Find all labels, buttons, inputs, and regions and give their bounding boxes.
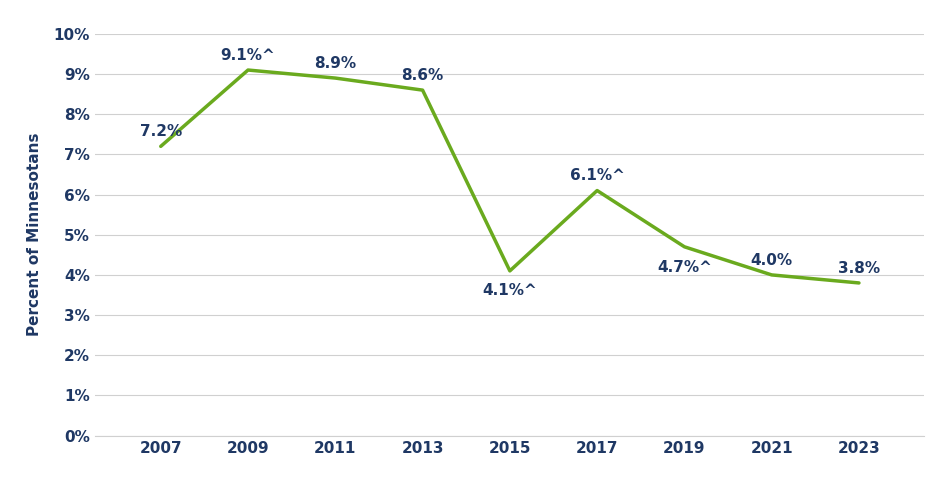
Text: 4.1%^: 4.1%^ (482, 283, 537, 298)
Text: 8.6%: 8.6% (401, 68, 444, 83)
Text: 9.1%^: 9.1%^ (221, 48, 275, 63)
Text: 4.7%^: 4.7%^ (656, 259, 711, 274)
Y-axis label: Percent of Minnesotans: Percent of Minnesotans (28, 133, 42, 336)
Text: 8.9%: 8.9% (314, 56, 356, 71)
Text: 3.8%: 3.8% (837, 261, 879, 276)
Text: 6.1%^: 6.1%^ (569, 168, 624, 183)
Text: 7.2%: 7.2% (140, 124, 182, 139)
Text: 4.0%: 4.0% (750, 253, 792, 268)
